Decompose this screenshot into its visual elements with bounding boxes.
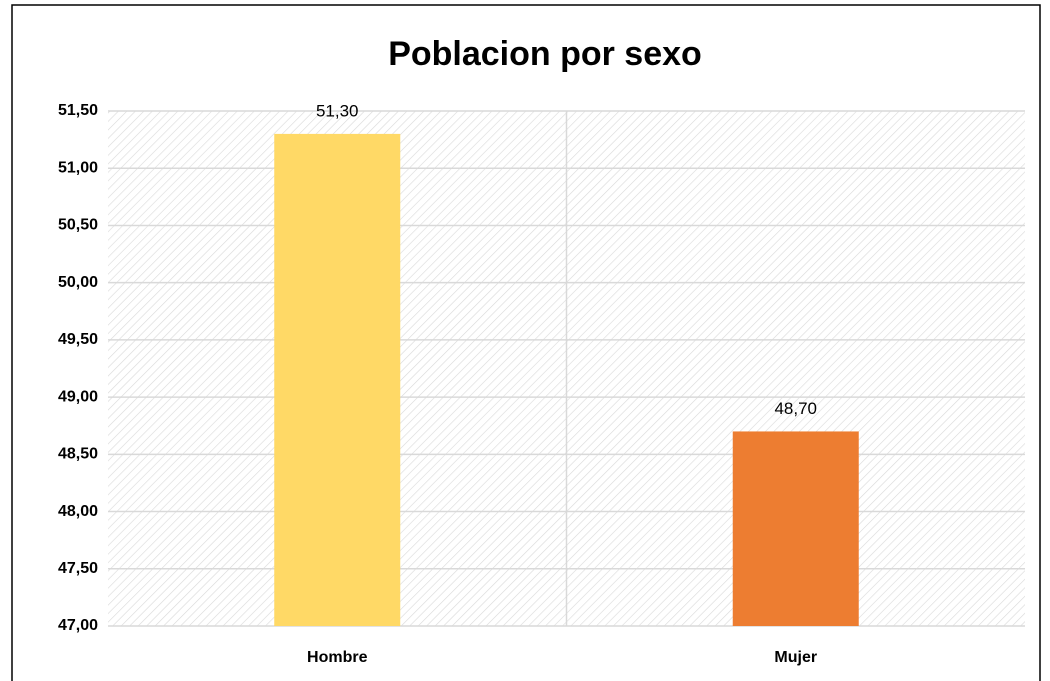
y-tick-label: 49,50 [58, 331, 98, 348]
y-tick-label: 50,00 [58, 274, 98, 291]
y-tick-label: 48,00 [58, 503, 98, 520]
y-tick-label: 48,50 [58, 446, 98, 463]
y-tick-label: 49,00 [58, 388, 98, 405]
frame [11, 4, 1041, 681]
bar [732, 431, 859, 626]
y-tick-label: 51,00 [58, 159, 98, 176]
value-label: 51,30 [316, 101, 359, 120]
y-tick-label: 51,50 [58, 102, 98, 119]
chart-title: Poblacion por sexo [388, 35, 702, 73]
bar [274, 133, 401, 626]
y-tick-label: 47,00 [58, 617, 98, 634]
value-label: 48,70 [774, 399, 817, 418]
x-tick-label: Mujer [774, 649, 817, 666]
y-tick-label: 50,50 [58, 217, 98, 234]
y-tick-label: 47,50 [58, 560, 98, 577]
x-tick-label: Hombre [307, 649, 368, 666]
